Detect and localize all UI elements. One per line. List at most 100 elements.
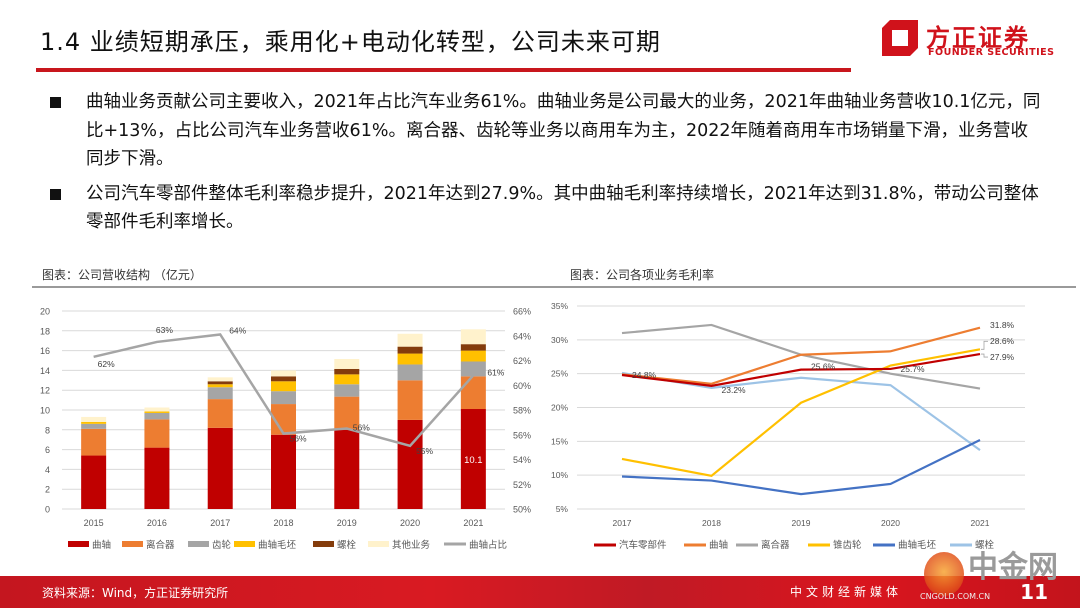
x-tick-label: 2019 [792, 518, 811, 528]
y-tick-label: 8 [45, 425, 50, 435]
ratio-data-label: 61% [487, 367, 504, 377]
x-tick-label: 2016 [147, 518, 167, 528]
legend-label: 曲轴 [92, 539, 111, 551]
legend-label: 曲轴占比 [469, 539, 507, 551]
y2-tick-label: 52% [513, 480, 531, 490]
bar-齿轮 [397, 364, 423, 381]
y2-tick-label: 58% [513, 406, 531, 416]
gross-margin-chart: 5% 10% 15% 20% 25% 30% 35% 2017 2018 2019 2020 2021… [551, 301, 1025, 551]
line-锥齿轮 [621, 348, 981, 478]
bar-离合器 [334, 396, 360, 430]
bullet-square-icon [50, 188, 61, 200]
bar-曲轴 [271, 434, 296, 509]
data-label: 25.6% [811, 362, 836, 372]
title-divider [36, 68, 851, 72]
bar-曲轴 [397, 419, 423, 509]
y-tick-label: 12 [40, 386, 50, 396]
legend-swatch [594, 543, 616, 547]
line-汽车零部件 [621, 352, 981, 387]
y2-tick-label: 60% [513, 381, 531, 391]
ratio-data-label: 55% [416, 446, 433, 456]
y-tick-label: 15% [551, 436, 568, 446]
y2-tick-label: 54% [513, 455, 531, 465]
left-chart-caption: 图表：公司营收结构 （亿元） [42, 268, 202, 282]
x-tick-label: 2017 [613, 518, 632, 528]
line-螺栓 [621, 371, 981, 452]
bullet-text: 曲轴业务贡献公司主要收入，2021年占比汽车业务61%。曲轴业务是公司最大的业务… [86, 92, 1041, 169]
watermark-text: 中金网 [968, 550, 1058, 585]
y-tick-label: 25% [551, 369, 568, 379]
bar-其他业务 [81, 416, 107, 422]
legend-label: 螺栓 [975, 539, 995, 551]
watermark-subtitle: 中文财经新媒体 [790, 585, 903, 599]
data-label: 25.7% [901, 364, 926, 374]
bar-曲轴毛坯 [271, 381, 296, 392]
legend-label: 离合器 [761, 539, 790, 551]
data-label: 27.9% [990, 352, 1015, 362]
bar-螺栓 [207, 381, 233, 385]
logo-text-en: FOUNDER SECURITIES [928, 47, 1055, 58]
bar-齿轮 [144, 412, 170, 420]
ratio-data-label: 62% [98, 359, 115, 369]
bar-曲轴 [334, 429, 360, 509]
legend-swatch [313, 541, 334, 547]
y-tick-label: 30% [551, 335, 568, 345]
bar-螺栓 [460, 344, 486, 351]
bar-离合器 [207, 399, 233, 428]
y-tick-label: 16 [40, 346, 50, 356]
bar-齿轮 [81, 423, 107, 429]
y-tick-label: 4 [45, 465, 50, 475]
legend-swatch [873, 543, 895, 547]
legend-swatch [444, 542, 466, 546]
legend-label: 曲轴毛坯 [898, 539, 937, 551]
bar-曲轴毛坯 [144, 411, 170, 413]
bar-其他业务 [397, 333, 423, 347]
bar-其他业务 [271, 370, 296, 377]
bar-data-label: 10.1 [464, 455, 483, 466]
y-tick-label: 18 [40, 326, 50, 336]
bar-螺栓 [397, 346, 423, 354]
x-tick-label: 2020 [881, 518, 900, 528]
line-曲轴毛坯 [621, 438, 981, 496]
bar-曲轴 [81, 455, 107, 509]
legend-swatch [368, 541, 389, 547]
x-tick-label: 2017 [210, 518, 230, 528]
bar-齿轮 [207, 387, 233, 400]
legend-label: 离合器 [146, 539, 175, 551]
ratio-data-label: 63% [156, 325, 173, 335]
y-tick-label: 5% [556, 504, 569, 514]
bar-齿轮 [334, 384, 360, 397]
bar-曲轴毛坯 [81, 421, 107, 424]
bar-曲轴毛坯 [397, 353, 423, 365]
legend-label: 锥齿轮 [833, 539, 862, 551]
data-label: 31.8% [990, 320, 1015, 330]
bar-曲轴毛坯 [207, 384, 233, 388]
founder-securities-logo: 方正证券 FOUNDER SECURITIES [882, 18, 1055, 60]
data-label: 24.8% [632, 370, 657, 380]
y-tick-label: 35% [551, 301, 568, 311]
data-label: 28.6% [990, 336, 1015, 346]
bar-离合器 [144, 419, 170, 448]
bullet-text: 公司汽车零部件整体毛利率稳步提升，2021年达到27.9%。其中曲轴毛利率持续增… [86, 183, 1039, 233]
y-tick-label: 0 [45, 505, 50, 515]
legend-swatch [684, 543, 706, 547]
y2-tick-label: 50% [513, 505, 531, 515]
line-曲轴 [621, 326, 981, 385]
source-note: 资料来源：Wind，方正证券研究所 [42, 586, 229, 600]
ratio-data-label: 56% [290, 434, 307, 444]
data-label: 23.2% [722, 385, 747, 395]
watermark-domain: CNGOLD.COM.CN [920, 592, 991, 601]
y-tick-label: 6 [45, 445, 50, 455]
y-tick-label: 10 [40, 406, 50, 416]
logo-mark-icon [882, 20, 918, 56]
bar-螺栓 [334, 368, 360, 375]
bullet-square-icon [50, 97, 61, 108]
legend-label: 其他业务 [392, 539, 431, 551]
revenue-structure-chart: 0 2 4 6 8 10 12 14 16 18 20 50% 52% 54% 56% 58% 60% 62% 64… [40, 307, 531, 552]
bar-曲轴毛坯 [460, 350, 486, 362]
y-tick-label: 20 [40, 307, 50, 317]
bar-其他业务 [207, 377, 233, 382]
bar-其他业务 [144, 407, 170, 412]
y2-tick-label: 64% [513, 331, 531, 341]
x-tick-label: 2021 [971, 518, 990, 528]
